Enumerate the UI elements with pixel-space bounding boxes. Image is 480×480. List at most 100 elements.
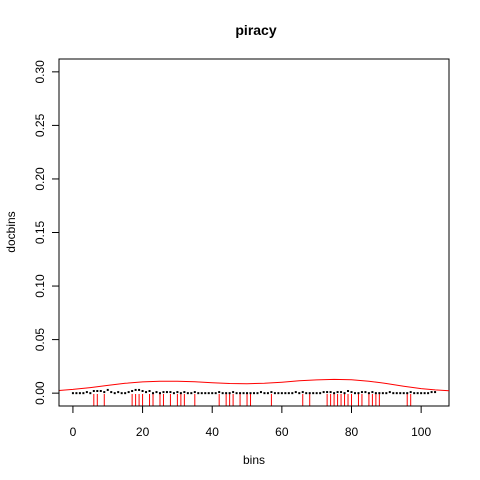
y-tick-label: 0.20 bbox=[33, 167, 47, 191]
y-tick-label: 0.30 bbox=[33, 60, 47, 84]
data-point bbox=[141, 390, 144, 393]
data-point bbox=[78, 392, 81, 395]
data-point bbox=[193, 391, 196, 394]
data-point bbox=[326, 391, 329, 394]
data-point bbox=[172, 392, 175, 395]
data-point bbox=[232, 391, 235, 394]
data-point bbox=[103, 391, 106, 394]
data-point bbox=[364, 391, 367, 394]
data-point bbox=[378, 392, 381, 395]
data-point bbox=[169, 391, 172, 394]
y-tick-label: 0.15 bbox=[33, 220, 47, 244]
x-axis: 0 20 40 60 80 100 bbox=[70, 405, 431, 439]
data-point bbox=[360, 391, 363, 394]
x-tick-label: 60 bbox=[275, 425, 289, 439]
data-point bbox=[200, 392, 203, 395]
data-point bbox=[308, 392, 311, 395]
data-point bbox=[381, 392, 384, 395]
data-point bbox=[392, 392, 395, 395]
data-point bbox=[340, 391, 343, 394]
data-point bbox=[385, 392, 388, 395]
data-point bbox=[430, 391, 433, 394]
x-axis-label: bins bbox=[243, 453, 265, 467]
data-point bbox=[190, 392, 193, 395]
x-tick-label: 40 bbox=[206, 425, 220, 439]
data-point bbox=[287, 392, 290, 395]
y-tick-label: 0.10 bbox=[33, 274, 47, 298]
data-point bbox=[350, 391, 353, 394]
data-point bbox=[225, 392, 228, 395]
data-point bbox=[371, 391, 374, 394]
data-point bbox=[127, 391, 130, 394]
plot-area-border bbox=[58, 58, 450, 407]
data-point bbox=[427, 392, 430, 395]
data-point bbox=[110, 391, 113, 394]
data-point bbox=[186, 392, 189, 395]
data-point bbox=[284, 392, 287, 395]
data-point bbox=[256, 392, 259, 395]
data-point bbox=[204, 392, 207, 395]
data-point bbox=[99, 390, 102, 393]
rug-layer bbox=[93, 394, 412, 406]
data-point bbox=[312, 392, 315, 395]
data-point bbox=[214, 392, 217, 395]
y-tick-label: 0.25 bbox=[33, 113, 47, 137]
data-point bbox=[263, 392, 266, 395]
data-point bbox=[305, 392, 308, 395]
data-point bbox=[117, 391, 120, 394]
x-tick-label: 100 bbox=[411, 425, 431, 439]
data-point bbox=[71, 392, 74, 395]
data-point bbox=[131, 390, 134, 393]
data-point bbox=[301, 391, 304, 394]
data-point bbox=[197, 392, 200, 395]
density-line bbox=[58, 378, 450, 392]
data-point bbox=[113, 392, 116, 395]
data-point bbox=[333, 392, 336, 395]
data-point bbox=[221, 392, 224, 395]
data-point bbox=[374, 392, 377, 395]
data-point bbox=[416, 392, 419, 395]
data-point bbox=[406, 392, 409, 395]
data-point bbox=[155, 391, 158, 394]
data-point bbox=[218, 391, 221, 394]
data-point bbox=[75, 392, 78, 395]
data-point bbox=[413, 392, 416, 395]
data-point bbox=[353, 392, 356, 395]
data-point bbox=[423, 392, 426, 395]
data-point bbox=[420, 392, 423, 395]
y-tick-label: 0.05 bbox=[33, 328, 47, 352]
data-point bbox=[315, 392, 318, 395]
data-point bbox=[399, 392, 402, 395]
data-point bbox=[291, 392, 294, 395]
data-point bbox=[280, 392, 283, 395]
data-point bbox=[92, 390, 95, 393]
data-point bbox=[270, 391, 273, 394]
data-point bbox=[343, 392, 346, 395]
data-point bbox=[395, 392, 398, 395]
data-point bbox=[148, 390, 151, 393]
data-point bbox=[357, 392, 360, 395]
data-point bbox=[138, 388, 141, 391]
y-axis: 0.00 0.05 0.10 0.15 0.20 0.25 0.30 bbox=[33, 60, 60, 405]
data-point bbox=[239, 392, 242, 395]
data-point bbox=[134, 388, 137, 391]
data-point bbox=[85, 391, 88, 394]
data-point bbox=[207, 392, 210, 395]
data-point bbox=[152, 392, 155, 395]
data-point bbox=[124, 392, 127, 395]
data-point bbox=[409, 391, 412, 394]
data-point bbox=[329, 391, 332, 394]
points-layer bbox=[71, 388, 437, 395]
data-point bbox=[106, 388, 109, 391]
data-point bbox=[162, 391, 165, 394]
data-point bbox=[89, 392, 92, 395]
data-point bbox=[322, 391, 325, 394]
data-point bbox=[211, 392, 214, 395]
data-point bbox=[120, 392, 123, 395]
data-point bbox=[176, 391, 179, 394]
data-point bbox=[347, 390, 350, 393]
data-point bbox=[165, 391, 168, 394]
data-point bbox=[82, 392, 85, 395]
x-tick-label: 80 bbox=[345, 425, 359, 439]
